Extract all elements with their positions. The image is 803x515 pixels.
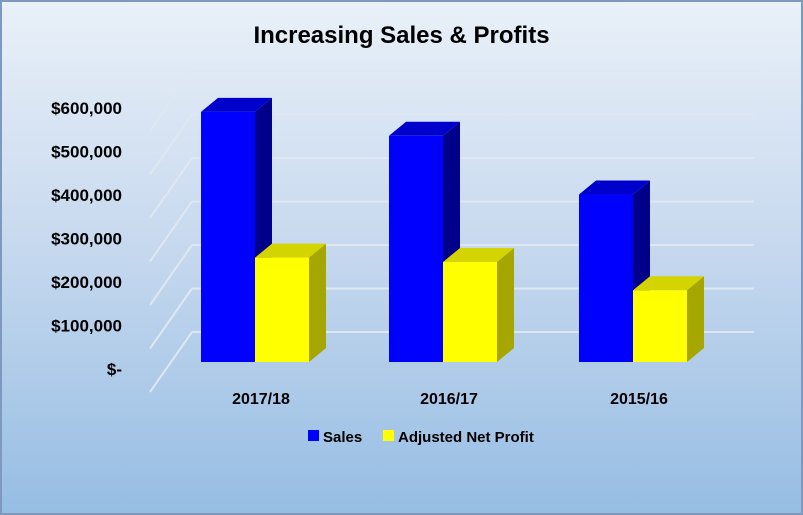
gridline-diagonal xyxy=(149,200,193,263)
bar-top xyxy=(633,276,704,291)
gridline-diagonal xyxy=(149,287,193,350)
legend-label: Sales xyxy=(323,429,362,446)
bar xyxy=(633,290,687,362)
bar-top xyxy=(579,180,650,195)
y-tick-label: $300,000 xyxy=(51,230,122,249)
bar-side xyxy=(309,243,326,362)
legend-label: Adjusted Net Profit xyxy=(398,429,534,446)
bar xyxy=(579,194,633,362)
y-tick-label: $200,000 xyxy=(51,273,122,292)
bar-top xyxy=(201,97,272,112)
bar xyxy=(443,261,497,362)
y-tick-label: $- xyxy=(107,360,122,379)
y-tick-label: $100,000 xyxy=(51,317,122,336)
gridline-diagonal xyxy=(149,70,193,132)
bar xyxy=(389,135,443,362)
x-tick-label: 2015/16 xyxy=(610,391,668,408)
x-tick-label: 2017/18 xyxy=(232,391,290,408)
y-tick-label: $500,000 xyxy=(51,143,122,162)
gridline-diagonal xyxy=(149,157,193,219)
x-tick-label: 2016/17 xyxy=(420,391,478,408)
bar-top xyxy=(443,247,514,262)
legend-swatch xyxy=(383,430,394,441)
legend-swatch xyxy=(308,430,319,441)
y-tick-label: $600,000 xyxy=(51,99,122,118)
bar xyxy=(255,257,309,362)
bar xyxy=(201,111,255,362)
chart-title: Increasing Sales & Profits xyxy=(253,22,550,49)
gridline-diagonal xyxy=(149,113,193,176)
gridline-diagonal xyxy=(149,331,193,393)
y-tick-label: $400,000 xyxy=(51,186,122,205)
bar-side xyxy=(497,247,514,362)
bar-side xyxy=(687,276,704,362)
bar-top xyxy=(255,243,326,258)
gridline-diagonal xyxy=(149,244,193,306)
bar-top xyxy=(389,121,460,136)
